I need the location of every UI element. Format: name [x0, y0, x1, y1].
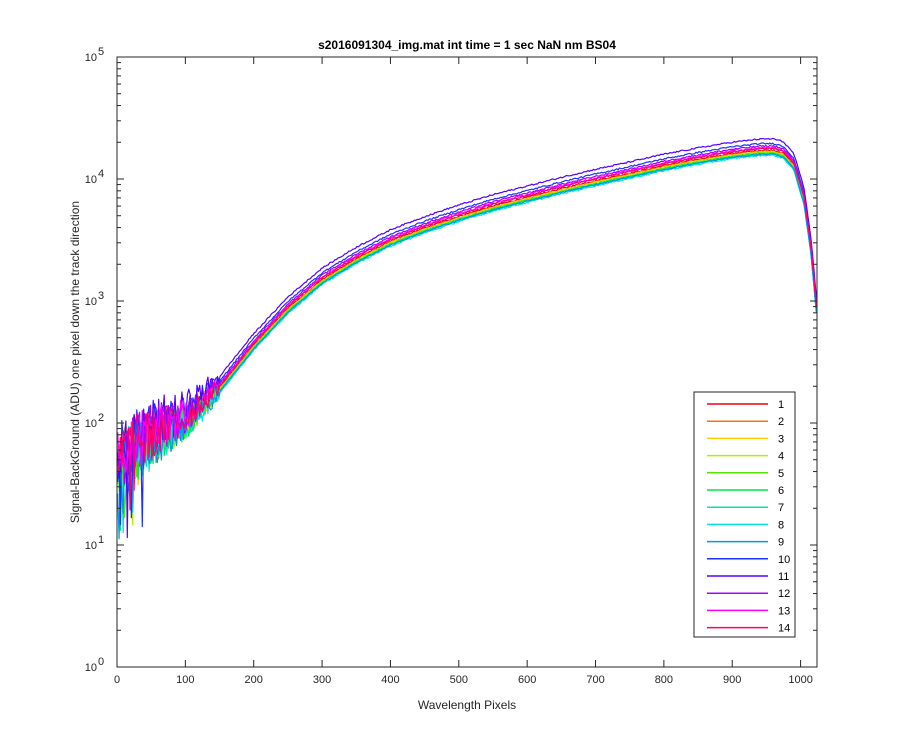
- series-line-10: [117, 142, 817, 528]
- y-tick-exponent: 0: [98, 656, 104, 668]
- y-tick-exponent: 2: [98, 412, 104, 424]
- y-tick-label: 10: [85, 540, 97, 552]
- x-tick-label: 200: [245, 674, 263, 686]
- x-tick-label: 300: [313, 674, 331, 686]
- x-tick-label: 100: [176, 674, 194, 686]
- x-tick-label: 900: [723, 674, 741, 686]
- x-tick-label: 500: [450, 674, 468, 686]
- y-axis-label: Signal-BackGround (ADU) one pixel down t…: [68, 201, 82, 523]
- x-axis-label: Wavelength Pixels: [418, 698, 516, 712]
- series-line-9: [117, 153, 817, 540]
- y-tick-label: 10: [85, 418, 97, 430]
- legend-label-8: 8: [778, 519, 784, 531]
- legend-label-7: 7: [778, 502, 784, 514]
- legend-box: [693, 391, 796, 638]
- x-tick-label: 600: [518, 674, 536, 686]
- legend-label-13: 13: [778, 605, 790, 617]
- x-tick-label: 0: [114, 674, 120, 686]
- x-tick-label: 700: [586, 674, 604, 686]
- legend-label-1: 1: [778, 399, 784, 411]
- legend-label-5: 5: [778, 468, 784, 480]
- y-tick-exponent: 1: [98, 534, 104, 546]
- y-tick-exponent: 3: [98, 290, 104, 302]
- y-tick-label: 10: [85, 52, 97, 64]
- series-line-8: [117, 154, 817, 513]
- series-line-12: [117, 144, 817, 485]
- legend-label-4: 4: [778, 451, 784, 463]
- y-tick-label: 10: [85, 296, 97, 308]
- legend-label-11: 11: [778, 571, 789, 583]
- x-tick-label: 1000: [788, 674, 812, 686]
- x-tick-label: 800: [655, 674, 673, 686]
- legend-label-10: 10: [778, 554, 790, 566]
- y-tick-exponent: 5: [98, 46, 104, 58]
- series-line-11: [117, 137, 817, 539]
- x-axis: 0 100 200 300 400 500 600 700 800 900 1000: [114, 57, 813, 686]
- y-tick-label: 10: [85, 662, 97, 674]
- y-tick-exponent: 4: [98, 168, 104, 180]
- y-tick-label: 10: [85, 174, 97, 186]
- legend-label-3: 3: [778, 433, 784, 445]
- chart-title: s2016091304_img.mat int time = 1 sec NaN…: [318, 38, 616, 52]
- plot-frame: [116, 56, 818, 668]
- legend-label-12: 12: [778, 588, 790, 600]
- x-tick-label: 400: [381, 674, 399, 686]
- series-layer: [117, 137, 817, 540]
- series-line-14: [117, 147, 817, 511]
- legend-label-6: 6: [778, 485, 784, 497]
- legend-label-14: 14: [778, 623, 790, 635]
- legend-label-2: 2: [778, 416, 784, 428]
- legend-label-9: 9: [778, 537, 784, 549]
